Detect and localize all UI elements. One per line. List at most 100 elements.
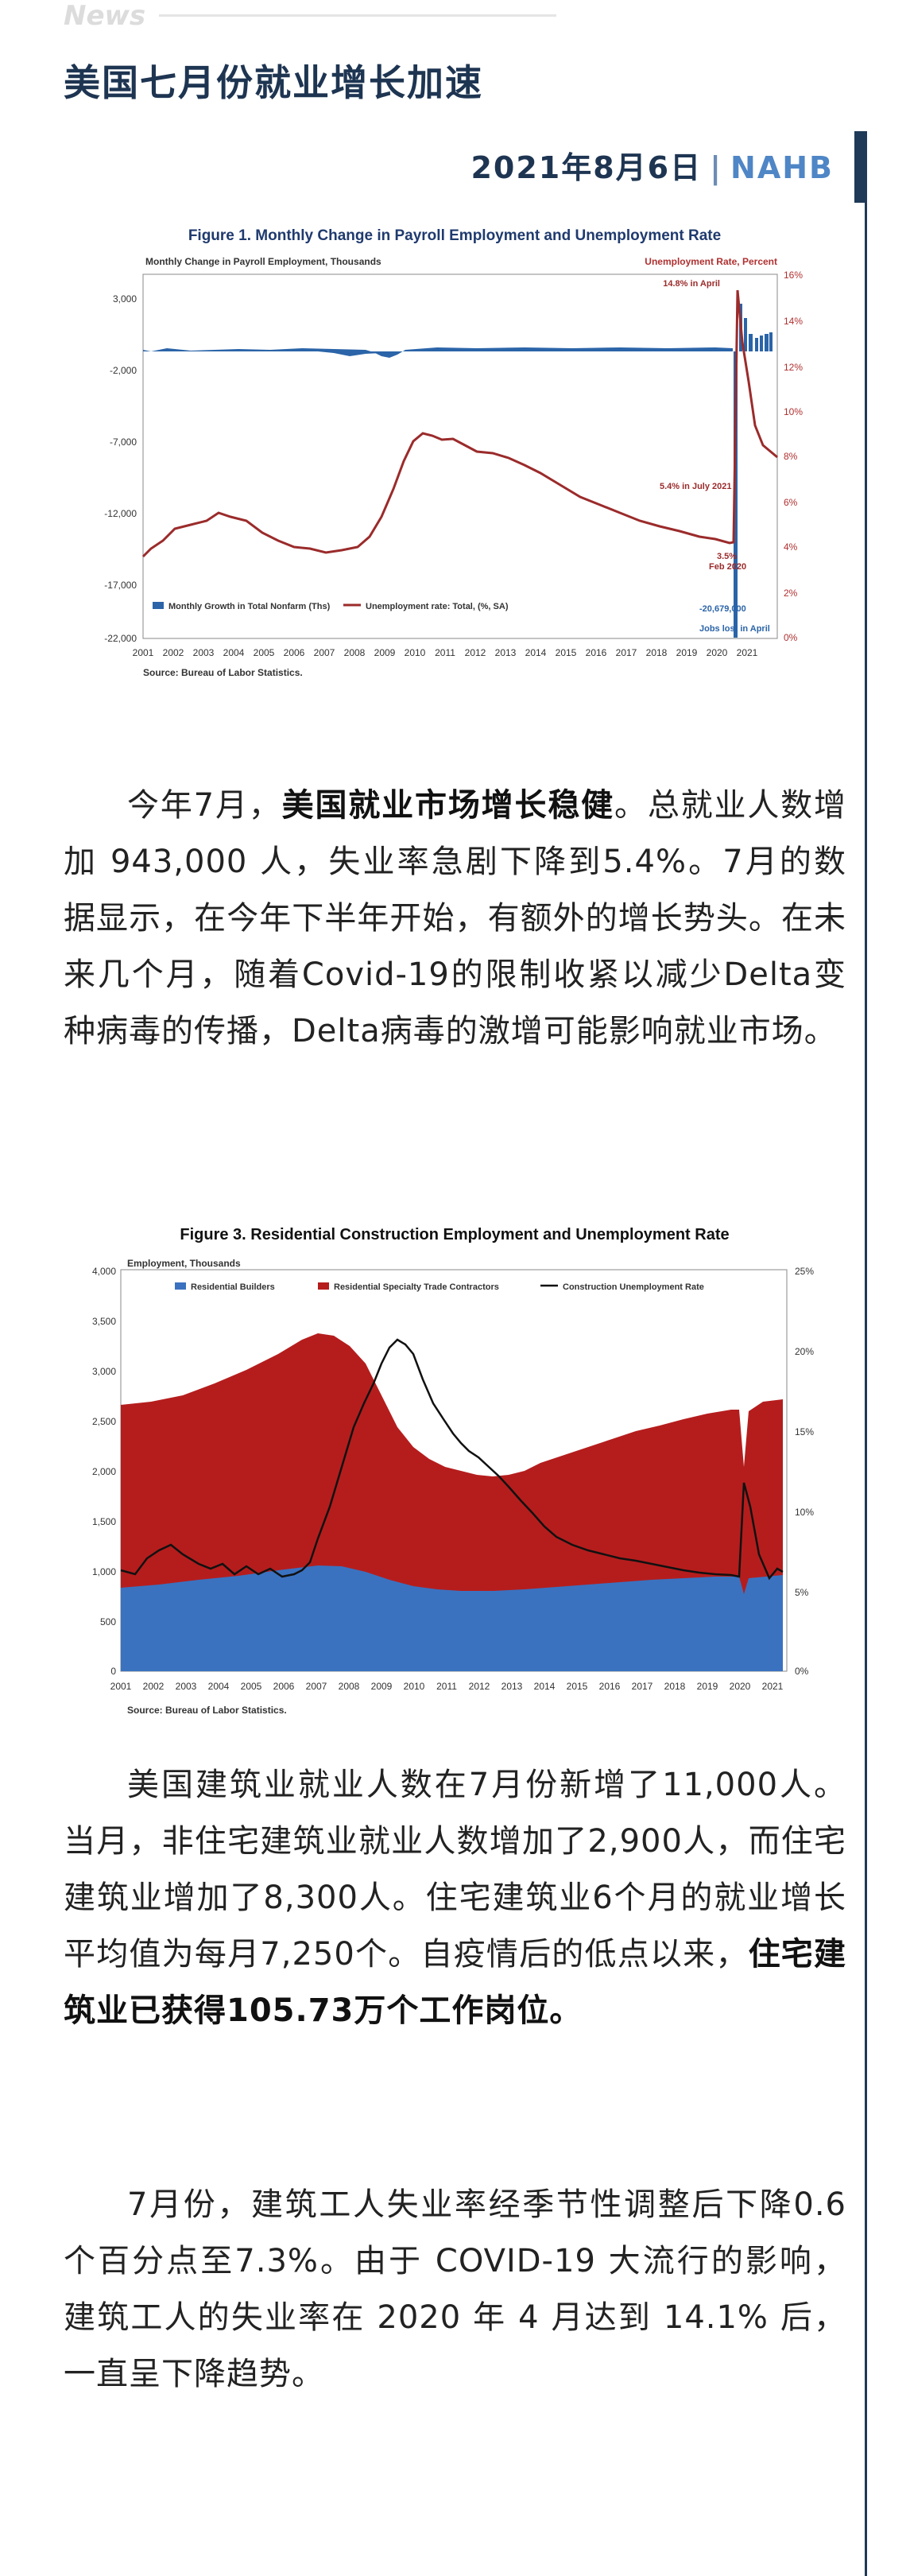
f3-legend-builders-label: Residential Builders [191,1282,275,1292]
f1-annot-feb-low-value: 3.5% [717,552,737,561]
f3-xtick: 2001 [110,1681,132,1692]
f1-ytick-right: 0% [784,632,798,643]
f1-annot-feb-low-date: Feb 2020 [709,562,746,572]
f1-xtick: 2001 [133,647,154,658]
f3-legend-rate-label: Construction Unemployment Rate [563,1282,704,1292]
f3-legend-builders-swatch [175,1282,186,1290]
f1-xtick: 2003 [193,647,215,658]
article-title: 美国七月份就业增长加速 [64,61,483,104]
f1-bars-series [143,347,733,358]
f3-xtick: 2006 [273,1681,295,1692]
f3-ytick-right: 0% [795,1666,809,1677]
f3-ytick-left: 2,500 [92,1416,116,1427]
f1-xtick: 2002 [163,647,184,658]
f3-xtick: 2012 [469,1681,490,1692]
f1-xtick: 2020 [707,647,728,658]
f1-ytick-right: 10% [784,406,803,417]
f1-ytick-right: 6% [784,497,798,508]
f1-bars-recession [302,351,389,356]
p2-emphasis: 住宅建筑业已获得105.73万个工作岗位。 [64,1936,847,2029]
f1-xtick: 2010 [405,647,426,658]
f3-legend-specialty-label: Residential Specialty Trade Contractors [334,1282,499,1292]
f3-ytick-left: 4,000 [92,1266,116,1277]
f1-ytick-right: 2% [784,588,798,599]
f3-ytick-left: 3,500 [92,1316,116,1327]
p1-emphasis: 美国就业市场增长稳健 [281,787,614,824]
f3-ytick-right: 5% [795,1587,809,1598]
f3-ytick-right: 25% [795,1266,814,1277]
f3-ytick-right: 20% [795,1346,814,1357]
f1-unemployment-line [141,289,778,558]
f3-ytick-left: 1,500 [92,1516,116,1527]
paragraph-3: 7月份，建筑工人失业率经季节性调整后下降0.6个百分点至7.3%。由于 COVI… [64,2186,846,2392]
f3-xtick: 2009 [371,1681,393,1692]
f1-annot-april-peak: 14.8% in April [663,279,720,289]
f1-ytick-left: -17,000 [104,580,137,591]
f1-xtick: 2007 [314,647,335,658]
f1-xtick: 2013 [495,647,517,658]
article-date: 2021年8月6日 [470,150,703,185]
f1-bar-jun-2020 [744,318,747,351]
f3-legend-specialty-swatch [318,1282,329,1290]
p1-text-a: 今年7月， [127,787,282,824]
figure3-left-axis-label: Employment, Thousands [127,1258,241,1269]
f1-legend-bars-label: Monthly Growth in Total Nonfarm (Ths) [168,602,331,611]
figure-1: Figure 1. Monthly Change in Payroll Empl… [64,215,846,735]
f3-xtick: 2013 [501,1681,523,1692]
f1-xtick: 2004 [223,647,245,658]
f1-legend-line-label: Unemployment rate: Total, (%, SA) [366,602,509,611]
article-source: NAHB [730,150,834,185]
f3-ytick-left: 500 [100,1616,116,1627]
f1-xtick: 2018 [646,647,668,658]
p2-text-a: 美国建筑业就业人数在7月份新增了11,000人。当月，非住宅建筑业就业人数增加了… [64,1767,846,1973]
f1-ytick-left: -2,000 [110,365,137,376]
f1-xtick: 2017 [616,647,637,658]
f3-source: Source: Bureau of Labor Statistics. [127,1705,287,1716]
f1-ytick-left: 3,000 [113,293,137,305]
f3-xtick: 2007 [306,1681,327,1692]
f3-xtick: 2002 [143,1681,165,1692]
f1-bar-2021-a [755,338,758,351]
f3-ytick-right: 10% [795,1507,814,1518]
f1-xtick: 2012 [465,647,486,658]
f3-xtick: 2019 [697,1681,718,1692]
f1-bar-2021-d [769,332,773,351]
f3-xtick: 2021 [762,1681,784,1692]
f1-bar-2021-c [765,334,769,351]
f1-annot-july-2021: 5.4% in July 2021 [660,482,732,491]
p1-text-c: 。总就业人数增加 943,000 人，失业率急剧下降到5.4%。7月的数据显示，… [64,787,847,1049]
f3-xtick: 2017 [632,1681,653,1692]
f1-bar-april-2020 [734,351,738,638]
f1-bar-2020-h2 [749,334,753,351]
figure1-title: Figure 1. Monthly Change in Payroll Empl… [188,227,721,244]
f1-xtick: 2006 [284,647,305,658]
figure3-title: Figure 3. Residential Construction Emplo… [180,1226,729,1243]
f1-legend-bars-swatch [153,602,164,609]
f1-bar-2021-b [760,336,763,351]
figure1-left-axis-label: Monthly Change in Payroll Employment, Th… [145,256,381,267]
figure-3: Figure 3. Residential Construction Emplo… [64,1220,846,1729]
paragraph-1: 今年7月，美国就业市场增长稳健。总就业人数增加 943,000 人，失业率急剧下… [64,778,846,1060]
f1-xtick: 2016 [586,647,607,658]
f1-ytick-left: -7,000 [110,436,137,448]
f1-ytick-right: 8% [784,451,798,462]
f1-ytick-left: -22,000 [104,633,137,644]
f3-xtick: 2016 [599,1681,621,1692]
news-section-tag: News [64,0,146,32]
figure1-right-axis-label: Unemployment Rate, Percent [645,256,777,267]
f3-builders-area [121,1565,783,1671]
f1-ytick-right: 16% [784,270,803,281]
right-accent-rule [865,131,867,2576]
f1-xtick: 2021 [737,647,758,658]
f3-ytick-left: 3,000 [92,1366,116,1377]
paragraph-2: 美国建筑业就业人数在7月份新增了11,000人。当月，非住宅建筑业就业人数增加了… [64,1757,846,2039]
dateline-separator: | [710,150,723,185]
f3-ytick-right: 15% [795,1426,814,1437]
f3-xtick: 2004 [208,1681,230,1692]
right-accent-cap [854,131,867,203]
f1-ytick-right: 4% [784,541,798,553]
f3-xtick: 2008 [339,1681,360,1692]
f1-ytick-right: 12% [784,362,803,373]
f1-xtick: 2014 [525,647,547,658]
f3-ytick-left: 0 [110,1666,116,1677]
